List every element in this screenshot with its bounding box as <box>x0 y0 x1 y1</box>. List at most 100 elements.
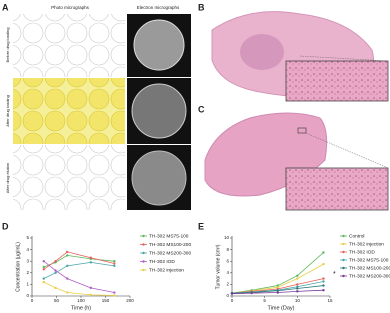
x-tick-label: 200 <box>126 298 134 303</box>
tumor <box>240 34 284 70</box>
x-tick-label: 50 <box>54 298 60 303</box>
legend-marker <box>342 250 345 254</box>
data-point <box>113 262 116 265</box>
data-point <box>54 271 57 274</box>
legend-marker <box>142 243 145 246</box>
data-point <box>54 286 57 290</box>
legend-label: TH-302 IOD <box>149 259 175 265</box>
data-point <box>66 250 69 254</box>
y-axis-label: Tumor volume (cm³) <box>215 244 221 289</box>
y-tick-label: 6 <box>226 258 229 263</box>
legend-label: TH-302 MS75-100 <box>349 257 389 263</box>
data-point <box>113 260 116 263</box>
y-tick-label: 4 <box>26 247 29 252</box>
legend-marker <box>342 274 345 278</box>
data-point <box>322 277 325 280</box>
zoom-box <box>297 127 307 134</box>
data-point <box>66 254 69 257</box>
data-point <box>66 264 69 268</box>
x-tick-label: 10 <box>295 298 301 303</box>
inset-line <box>299 55 389 62</box>
legend-label: TH-302 injection <box>349 241 384 247</box>
legend-label: TH-302 MS100-200 <box>149 242 191 248</box>
legend-marker <box>342 234 345 238</box>
y-tick-label: 4 <box>226 270 229 275</box>
data-point <box>42 277 45 280</box>
panel-label: A <box>2 2 9 12</box>
sem-sphere <box>133 19 185 71</box>
row-label: After drug elution <box>5 163 10 193</box>
data-point <box>322 280 325 283</box>
data-point <box>42 265 45 269</box>
data-point <box>296 283 299 286</box>
data-point <box>322 284 325 287</box>
data-point <box>296 285 299 288</box>
legend-marker <box>342 258 345 262</box>
data-point <box>89 293 93 297</box>
data-point <box>113 264 116 268</box>
sem-sphere <box>131 150 187 206</box>
inset <box>285 60 389 102</box>
data-point <box>54 269 57 272</box>
panel-label: C <box>198 104 205 114</box>
data-point <box>89 261 93 264</box>
data-point <box>113 294 116 297</box>
y-tick-label: 3 <box>26 258 29 263</box>
y-tick-label: 8 <box>226 247 229 252</box>
x-axis-label: Time (Day) <box>268 305 295 311</box>
data-point <box>276 291 279 294</box>
data-point <box>230 292 234 295</box>
legend-marker <box>142 268 145 272</box>
legend-marker <box>342 242 345 246</box>
legend-marker <box>142 251 145 255</box>
panel-label: B <box>198 2 205 12</box>
legend-marker <box>342 266 345 270</box>
data-point <box>296 277 299 280</box>
x-axis-label: Time (h) <box>71 305 91 311</box>
legend-label: TH-302 MS200-300 <box>149 250 191 256</box>
data-point <box>89 286 93 290</box>
column-header: Electron micrographs <box>137 5 180 10</box>
legend-marker <box>142 234 145 238</box>
y-tick-label: 0 <box>226 293 229 298</box>
y-tick-label: 0 <box>26 293 29 298</box>
y-axis-label: Concentration (μg/mL) <box>15 242 21 292</box>
legend-label: TH-302 MS100-200 <box>349 265 390 271</box>
data-point <box>276 289 279 292</box>
data-point <box>322 289 325 292</box>
data-point <box>296 290 299 293</box>
data-point <box>296 287 299 290</box>
legend-label: TH-302 MS75-100 <box>149 233 189 239</box>
legend-label: TH-302 MS200-300 <box>349 273 390 279</box>
sem-sphere <box>131 83 187 139</box>
column-header: Photo micrographs <box>51 5 90 10</box>
row-label: After drug loading <box>5 95 10 127</box>
y-tick-label: 1 <box>26 282 29 287</box>
annotation: * <box>333 271 336 278</box>
data-point <box>42 280 45 284</box>
x-tick-label: 5 <box>263 298 266 303</box>
x-tick-label: 15 <box>327 298 333 303</box>
data-point <box>296 274 299 277</box>
y-tick-label: 5 <box>26 235 29 240</box>
data-point <box>322 251 325 254</box>
legend-label: TH-302 injection <box>149 267 184 273</box>
data-point <box>89 256 93 259</box>
data-point <box>42 260 45 263</box>
data-point <box>42 268 45 271</box>
panel-label: D <box>2 221 9 231</box>
y-tick-label: 10 <box>224 235 230 240</box>
x-tick-label: 0 <box>31 298 34 303</box>
legend-label: Control <box>349 233 364 239</box>
data-point <box>66 291 69 294</box>
inset <box>285 167 389 211</box>
legend-marker <box>142 260 145 263</box>
photo <box>13 145 125 210</box>
y-tick-label: 2 <box>226 282 229 287</box>
photo <box>13 78 125 144</box>
data-point <box>54 260 57 263</box>
legend-label: TH-302 IOD <box>349 249 375 255</box>
x-tick-label: 150 <box>102 298 110 303</box>
series-line <box>43 251 115 270</box>
